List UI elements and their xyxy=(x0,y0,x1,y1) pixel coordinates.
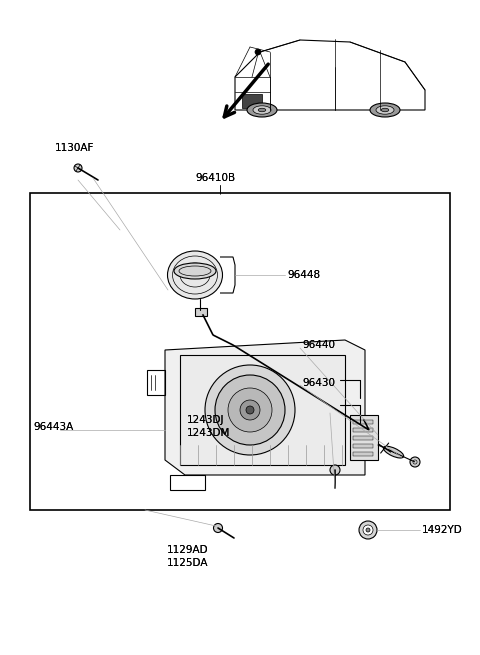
Ellipse shape xyxy=(376,106,394,114)
Text: 1492YD: 1492YD xyxy=(422,525,463,535)
FancyBboxPatch shape xyxy=(353,428,373,432)
Text: 1130AF: 1130AF xyxy=(55,143,95,153)
Ellipse shape xyxy=(258,108,266,112)
Circle shape xyxy=(215,375,285,445)
Circle shape xyxy=(228,388,272,432)
Ellipse shape xyxy=(174,263,216,279)
Text: 1243DJ: 1243DJ xyxy=(187,415,225,425)
Text: 96410B: 96410B xyxy=(195,173,235,183)
Text: 1125DA: 1125DA xyxy=(167,558,209,568)
FancyBboxPatch shape xyxy=(353,436,373,440)
Ellipse shape xyxy=(381,108,389,112)
FancyBboxPatch shape xyxy=(350,415,378,460)
Text: 1243DM: 1243DM xyxy=(187,428,230,438)
Text: 96448: 96448 xyxy=(287,270,320,280)
Text: 1243DM: 1243DM xyxy=(187,428,230,438)
Text: 96448: 96448 xyxy=(287,270,320,280)
Text: 1243DJ: 1243DJ xyxy=(187,415,225,425)
Ellipse shape xyxy=(370,103,400,117)
Circle shape xyxy=(246,406,254,414)
Ellipse shape xyxy=(168,251,223,299)
Text: 96440: 96440 xyxy=(302,340,335,350)
Circle shape xyxy=(240,400,260,420)
Circle shape xyxy=(255,49,261,55)
FancyBboxPatch shape xyxy=(353,420,373,424)
Text: 1129AD: 1129AD xyxy=(167,545,209,555)
Circle shape xyxy=(214,523,223,533)
Text: 96430: 96430 xyxy=(302,378,335,388)
Text: 96443A: 96443A xyxy=(33,422,73,432)
Text: 1130AF: 1130AF xyxy=(55,143,95,153)
Circle shape xyxy=(410,457,420,467)
Circle shape xyxy=(205,365,295,455)
Text: 1129AD: 1129AD xyxy=(167,545,209,555)
FancyBboxPatch shape xyxy=(195,308,207,316)
Ellipse shape xyxy=(253,106,271,114)
Ellipse shape xyxy=(247,103,277,117)
Text: 1125DA: 1125DA xyxy=(167,558,209,568)
FancyBboxPatch shape xyxy=(353,452,373,456)
Circle shape xyxy=(413,460,417,464)
Polygon shape xyxy=(165,340,365,475)
Circle shape xyxy=(330,465,340,475)
Circle shape xyxy=(359,521,377,539)
Text: 96410B: 96410B xyxy=(195,173,235,183)
FancyBboxPatch shape xyxy=(353,444,373,448)
FancyBboxPatch shape xyxy=(180,355,345,465)
Text: 96430: 96430 xyxy=(302,378,335,388)
Text: 96443A: 96443A xyxy=(33,422,73,432)
Text: 96440: 96440 xyxy=(302,340,335,350)
FancyBboxPatch shape xyxy=(242,94,262,108)
Circle shape xyxy=(74,164,82,172)
Ellipse shape xyxy=(384,446,404,458)
Circle shape xyxy=(366,528,370,532)
Circle shape xyxy=(363,525,373,535)
Text: 1492YD: 1492YD xyxy=(422,525,463,535)
